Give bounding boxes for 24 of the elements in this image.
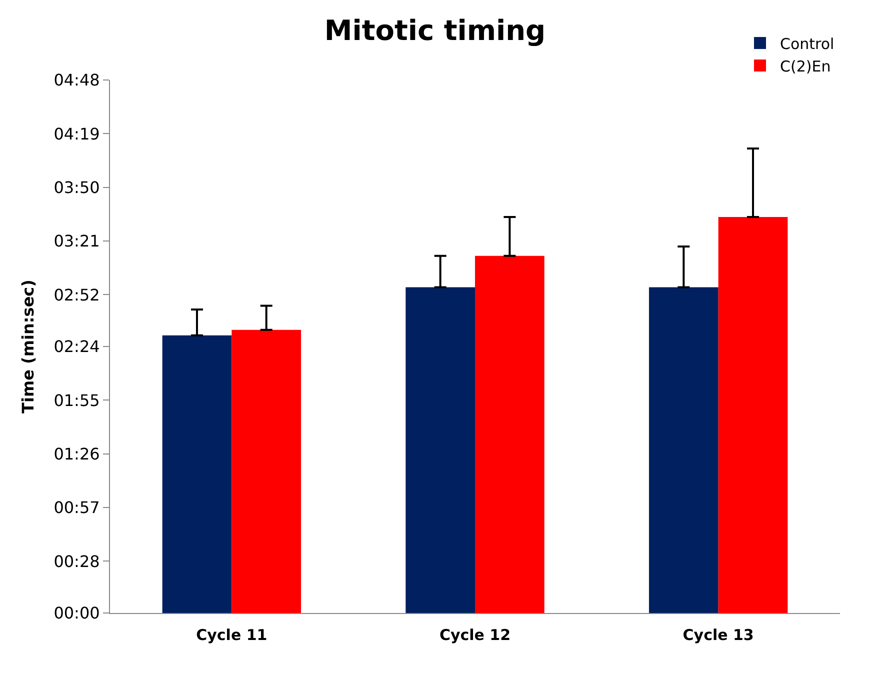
chart-title: Mitotic timing [324,14,546,47]
y-tick-label: 04:19 [54,124,100,144]
bar [232,330,302,613]
x-tick-label: Cycle 12 [439,626,511,644]
y-tick-label: 03:21 [54,232,100,251]
bar [648,287,718,613]
y-tick-label: 00:28 [54,552,100,571]
y-tick-label: 02:52 [54,285,100,304]
bar [406,287,475,613]
y-tick-label: 03:50 [54,178,100,197]
legend-label: C(2)En [780,57,831,76]
bar [162,335,232,613]
y-tick-label: 01:26 [54,444,100,464]
legend-label: Control [780,34,834,53]
y-tick-label: 00:57 [54,498,100,518]
bar [475,256,544,613]
y-tick-label: 01:55 [54,390,100,410]
y-tick-label: 04:48 [54,70,100,90]
y-tick-label: 00:00 [54,604,100,623]
y-tick-label: 02:24 [54,337,100,356]
bar [718,216,788,613]
x-tick-label: Cycle 11 [196,626,268,644]
y-axis-title: Time (min:sec) [18,280,38,414]
x-tick-label: Cycle 13 [682,626,754,644]
